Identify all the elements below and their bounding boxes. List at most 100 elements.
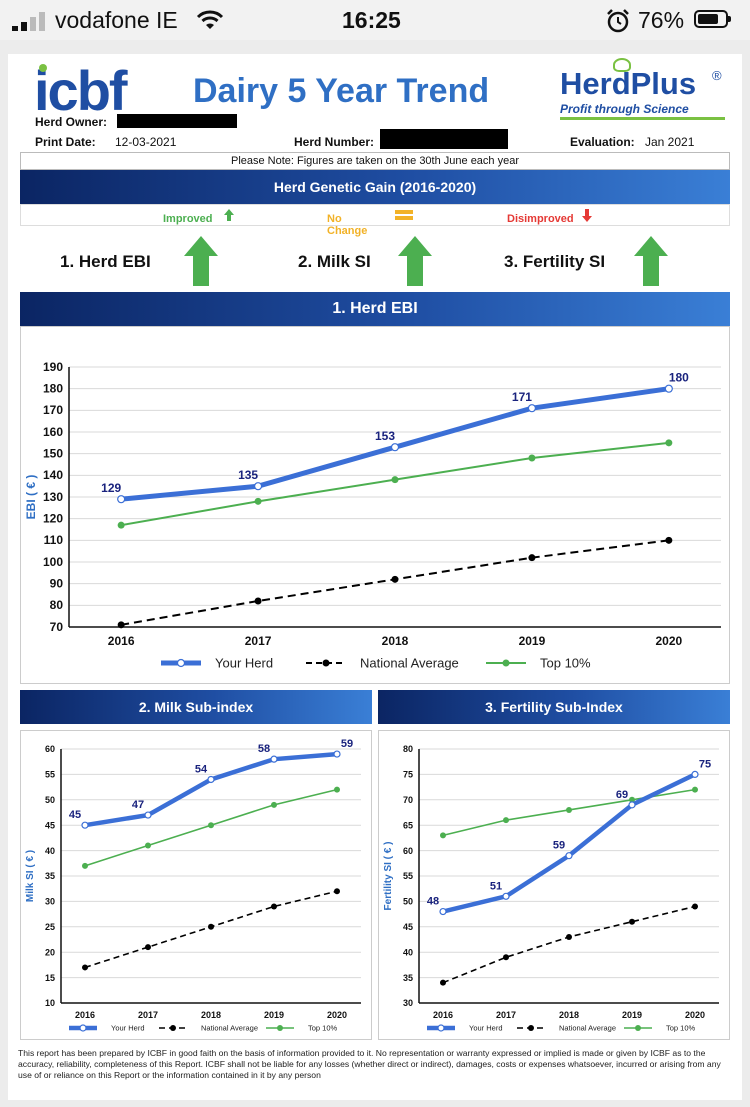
- milk-series-top-10-point: [82, 862, 88, 869]
- milk-y-tick-label: 30: [45, 897, 55, 907]
- herdplus-logo: HerdPlus ® Profit through Science: [560, 58, 725, 120]
- battery-icon: [694, 10, 731, 28]
- milk-data-label: 45: [69, 809, 81, 821]
- ebi-y-tick-label: 120: [43, 512, 63, 526]
- fertility-series-national-average-point: [440, 979, 446, 986]
- ebi-y-tick-label: 190: [43, 360, 63, 374]
- fertility-y-tick-label: 40: [403, 947, 413, 957]
- gain-legend: Improved No Change Disimproved: [20, 204, 730, 237]
- fertility-improved-arrow-icon: [634, 236, 668, 286]
- fertility-series-your-herd-line: [442, 772, 696, 914]
- ebi-series-your-herd-point: [527, 404, 537, 413]
- print-date-label: Print Date:: [35, 135, 96, 149]
- fertility-y-tick-label: 35: [403, 973, 413, 983]
- milk-y-tick-label: 45: [45, 820, 55, 830]
- herd-owner-label: Herd Owner:: [35, 115, 108, 129]
- genetic-gain-banner: Herd Genetic Gain (2016-2020): [20, 170, 730, 204]
- fertility-data-label: 75: [699, 758, 711, 770]
- ebi-data-label: 171: [512, 390, 532, 404]
- gain-item-milk: 2. Milk SI: [298, 252, 371, 271]
- herdplus-tagline: Profit through Science: [560, 102, 725, 120]
- ebi-y-tick-label: 80: [50, 598, 64, 612]
- fertility-legend-top-10-marker: [635, 1025, 641, 1031]
- milk-y-tick-label: 15: [45, 973, 55, 983]
- ebi-series-your-herd-point: [253, 482, 263, 491]
- fertility-series-top-10-point: [566, 806, 572, 813]
- milk-subindex-banner: 2. Milk Sub-index: [20, 690, 372, 724]
- evaluation-value: Jan 2021: [645, 135, 695, 149]
- ebi-series-national-average-point: [528, 554, 536, 562]
- ebi-x-tick-label: 2019: [519, 634, 546, 648]
- milk-x-tick-label: 2017: [138, 1010, 158, 1020]
- milk-legend-national-average-marker: [170, 1025, 176, 1031]
- fertility-series-top-10-point: [629, 796, 635, 803]
- fertility-legend-your-herd-marker: [437, 1024, 445, 1032]
- fertility-chart: 30 35 40 45 50 55 60 65 70 75 80 2016 2017 2018 2019 20…: [383, 744, 719, 1033]
- ebi-data-label: 129: [101, 481, 121, 495]
- clock-time: 16:25: [342, 7, 401, 33]
- milk-legend-top-10-marker: [277, 1025, 283, 1031]
- fertility-series-national-average-point: [629, 918, 635, 925]
- icbf-logo: icbf: [34, 58, 128, 123]
- fertility-legend-national-average-marker: [528, 1025, 534, 1031]
- disclaimer: This report has been prepared by ICBF in…: [18, 1048, 721, 1080]
- fertility-y-tick-label: 30: [403, 998, 413, 1008]
- wifi-icon: [196, 10, 224, 29]
- milk-series-national-average-point: [82, 964, 88, 971]
- fertility-chart-box: 30 35 40 45 50 55 60 65 70 75 80 2016 2017 2018 2019 20…: [378, 730, 730, 1040]
- ebi-series-national-average-point: [391, 575, 399, 583]
- ebi-series-top-10-line: [120, 441, 669, 527]
- milk-series-your-herd-point: [207, 775, 215, 784]
- ebi-y-tick-label: 110: [44, 533, 64, 547]
- fertility-y-tick-label: 60: [403, 846, 413, 856]
- milk-series-your-herd-point: [144, 811, 152, 819]
- fertility-legend-national-average-label: National Average: [559, 1024, 616, 1033]
- genetic-gain-summary: 1. Herd EBI 2. Milk SI 3. Fertility SI: [20, 226, 730, 290]
- ebi-x-tick-label: 2020: [655, 634, 682, 648]
- milk-series-your-herd-point: [81, 821, 89, 829]
- fertility-y-tick-label: 50: [403, 897, 413, 907]
- milk-y-tick-label: 20: [45, 947, 55, 957]
- ebi-legend-your-herd-marker: [176, 658, 186, 668]
- improved-arrow-icon: [224, 209, 234, 221]
- milk-data-label: 58: [258, 743, 270, 755]
- leaf-icon: [613, 58, 631, 72]
- disimproved-arrow-icon: [582, 209, 592, 222]
- ebi-y-tick-label: 170: [43, 403, 63, 417]
- milk-y-tick-label: 50: [45, 795, 55, 805]
- fertility-y-tick-label: 45: [403, 922, 413, 932]
- ebi-legend-top-10-marker: [502, 659, 510, 667]
- ebi-improved-arrow-icon: [184, 236, 218, 286]
- milk-series-national-average-point: [334, 888, 340, 895]
- ebi-chart-box: 70 80 90 100 110 120 130 140 150 160 170 180 190 2016…: [20, 326, 730, 684]
- ebi-series-national-average-point: [665, 536, 673, 544]
- ebi-series-top-10-point: [254, 497, 262, 505]
- carrier-name: vodafone IE: [55, 7, 178, 33]
- milk-improved-arrow-icon: [398, 236, 432, 286]
- ebi-legend-national-average-label: National Average: [360, 656, 459, 671]
- herd-ebi-banner: 1. Herd EBI: [20, 292, 730, 326]
- ebi-data-label: 135: [238, 468, 258, 482]
- ebi-y-tick-label: 180: [43, 382, 63, 396]
- milk-series-your-herd-line: [84, 751, 338, 828]
- milk-y-tick-label: 35: [45, 871, 55, 881]
- ebi-legend-national-average-marker: [322, 659, 330, 667]
- fertility-y-tick-label: 55: [403, 871, 413, 881]
- milk-x-tick-label: 2016: [75, 1010, 95, 1020]
- fertility-x-tick-label: 2018: [559, 1010, 579, 1020]
- milk-series-top-10-point: [334, 786, 340, 793]
- evaluation-label: Evaluation:: [570, 135, 635, 149]
- fertility-series-your-herd-point: [502, 892, 510, 900]
- ebi-series-your-herd-point: [390, 443, 400, 452]
- milk-series-top-10-point: [208, 822, 214, 829]
- print-date-value: 12-03-2021: [115, 135, 177, 149]
- milk-legend-your-herd-label: Your Herd: [111, 1024, 145, 1033]
- milk-data-label: 59: [341, 738, 353, 750]
- ebi-y-axis-label: EBI ( € ): [24, 475, 38, 520]
- ebi-data-label: 153: [375, 429, 395, 443]
- ebi-series-your-herd-point: [664, 384, 673, 393]
- redacted-herd-number: [380, 129, 508, 149]
- fertility-series-national-average-line: [442, 905, 696, 984]
- ebi-series-national-average-point: [117, 621, 125, 629]
- fertility-series-top-10-point: [503, 817, 509, 824]
